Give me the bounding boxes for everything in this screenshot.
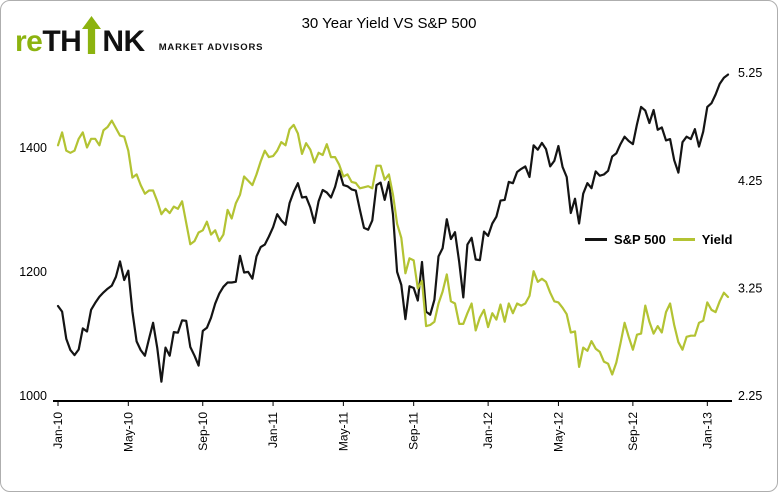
sp500-legend-label: S&P 500: [614, 232, 666, 247]
y-right-tick-label: 4.25: [738, 174, 762, 188]
x-tick-label: Sep-11: [407, 412, 421, 450]
x-tick-label: May-12: [551, 412, 565, 452]
yield-legend-label: Yield: [701, 232, 733, 247]
x-tick-label: May-11: [336, 412, 350, 451]
y-right-tick-label: 2.25: [738, 389, 762, 403]
sp500-legend-swatch: [585, 238, 607, 241]
sp500-line: [56, 73, 730, 383]
y-left-tick-label: 1400: [19, 141, 47, 155]
logo-text-th: TH: [42, 25, 82, 58]
x-tick-label: Jan-12: [481, 412, 495, 449]
x-tick-label: Jan-10: [51, 412, 65, 449]
logo-text-re: re: [15, 25, 43, 58]
yield-line: [56, 119, 730, 376]
y-right-tick-label: 5.25: [738, 66, 762, 80]
x-tick-label: Jan-13: [700, 412, 714, 449]
x-tick-label: Sep-10: [196, 412, 210, 451]
x-tick-label: Sep-12: [626, 412, 640, 451]
yield-legend-swatch: [672, 238, 695, 241]
y-right-tick-label: 3.25: [738, 281, 762, 295]
up-arrow-icon: [82, 16, 102, 54]
x-tick-label: Jan-11: [266, 412, 280, 448]
brand-logo: re TH NK MARKET ADVISORS: [15, 13, 263, 57]
logo-text-nk: NK: [102, 25, 145, 58]
brand-tagline: MARKET ADVISORS: [158, 41, 264, 53]
y-left-tick-label: 1000: [19, 389, 47, 403]
y-left-tick-label: 1200: [19, 265, 47, 279]
x-tick-label: May-10: [121, 412, 135, 452]
chart-title: 30 Year Yield VS S&P 500: [301, 15, 477, 32]
chart-legend: S&P 500 Yield: [585, 232, 732, 247]
